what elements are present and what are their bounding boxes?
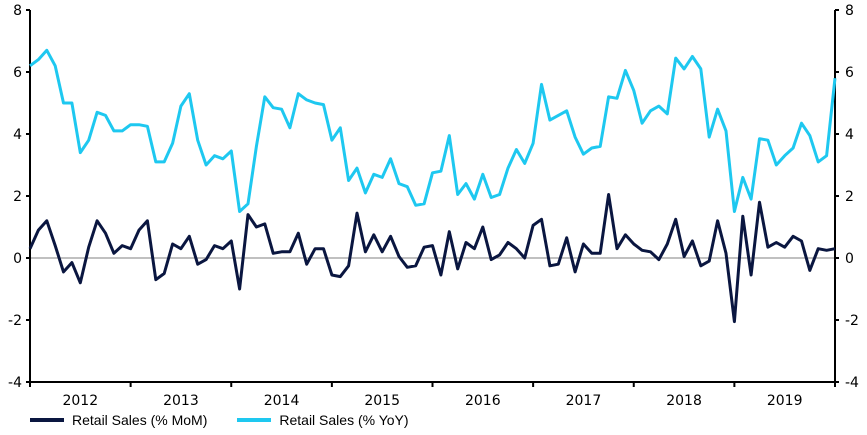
left-ytick-label: 2 bbox=[13, 189, 22, 205]
xtick-label: 2016 bbox=[465, 393, 501, 409]
right-ytick-label: 2 bbox=[845, 189, 854, 205]
xtick-label: 2019 bbox=[767, 393, 803, 409]
series-line-yoy bbox=[29, 48, 837, 213]
legend-label-mom: Retail Sales (% MoM) bbox=[72, 412, 208, 428]
left-ytick-label: -2 bbox=[8, 313, 22, 329]
legend-item-mom: Retail Sales (% MoM) bbox=[30, 412, 207, 428]
right-ytick-label: -2 bbox=[845, 313, 859, 329]
xtick-label: 2017 bbox=[566, 393, 602, 409]
xtick-label: 2012 bbox=[62, 393, 98, 409]
legend: Retail Sales (% MoM) Retail Sales (% YoY… bbox=[30, 412, 409, 428]
left-ytick-label: 4 bbox=[13, 127, 22, 143]
left-ytick-label: 8 bbox=[13, 3, 22, 19]
xtick-label: 2014 bbox=[264, 393, 300, 409]
right-ytick-label: 6 bbox=[845, 65, 854, 81]
legend-swatch-mom bbox=[30, 418, 64, 422]
series-line-mom bbox=[28, 193, 836, 324]
left-ytick-label: 6 bbox=[13, 65, 22, 81]
xtick-label: 2015 bbox=[364, 393, 400, 409]
right-ytick-label: 0 bbox=[845, 251, 854, 267]
right-ytick-label: 8 bbox=[845, 3, 854, 19]
left-ytick-label: 0 bbox=[13, 251, 22, 267]
xtick-label: 2013 bbox=[163, 393, 199, 409]
left-ytick-label: -4 bbox=[8, 375, 22, 391]
series-group bbox=[28, 48, 837, 324]
xtick-label: 2018 bbox=[666, 393, 702, 409]
axes: -4 -4 -2 -2 0 0 2 2 4 4 6 6 8 8 2012 2013 2014 2015 2016 20… bbox=[8, 3, 859, 409]
legend-label-yoy: Retail Sales (% YoY) bbox=[279, 412, 409, 428]
legend-item-yoy: Retail Sales (% YoY) bbox=[237, 412, 409, 428]
legend-swatch-yoy bbox=[237, 418, 272, 422]
right-ytick-label: -4 bbox=[845, 375, 859, 391]
right-ytick-label: 4 bbox=[845, 127, 854, 143]
